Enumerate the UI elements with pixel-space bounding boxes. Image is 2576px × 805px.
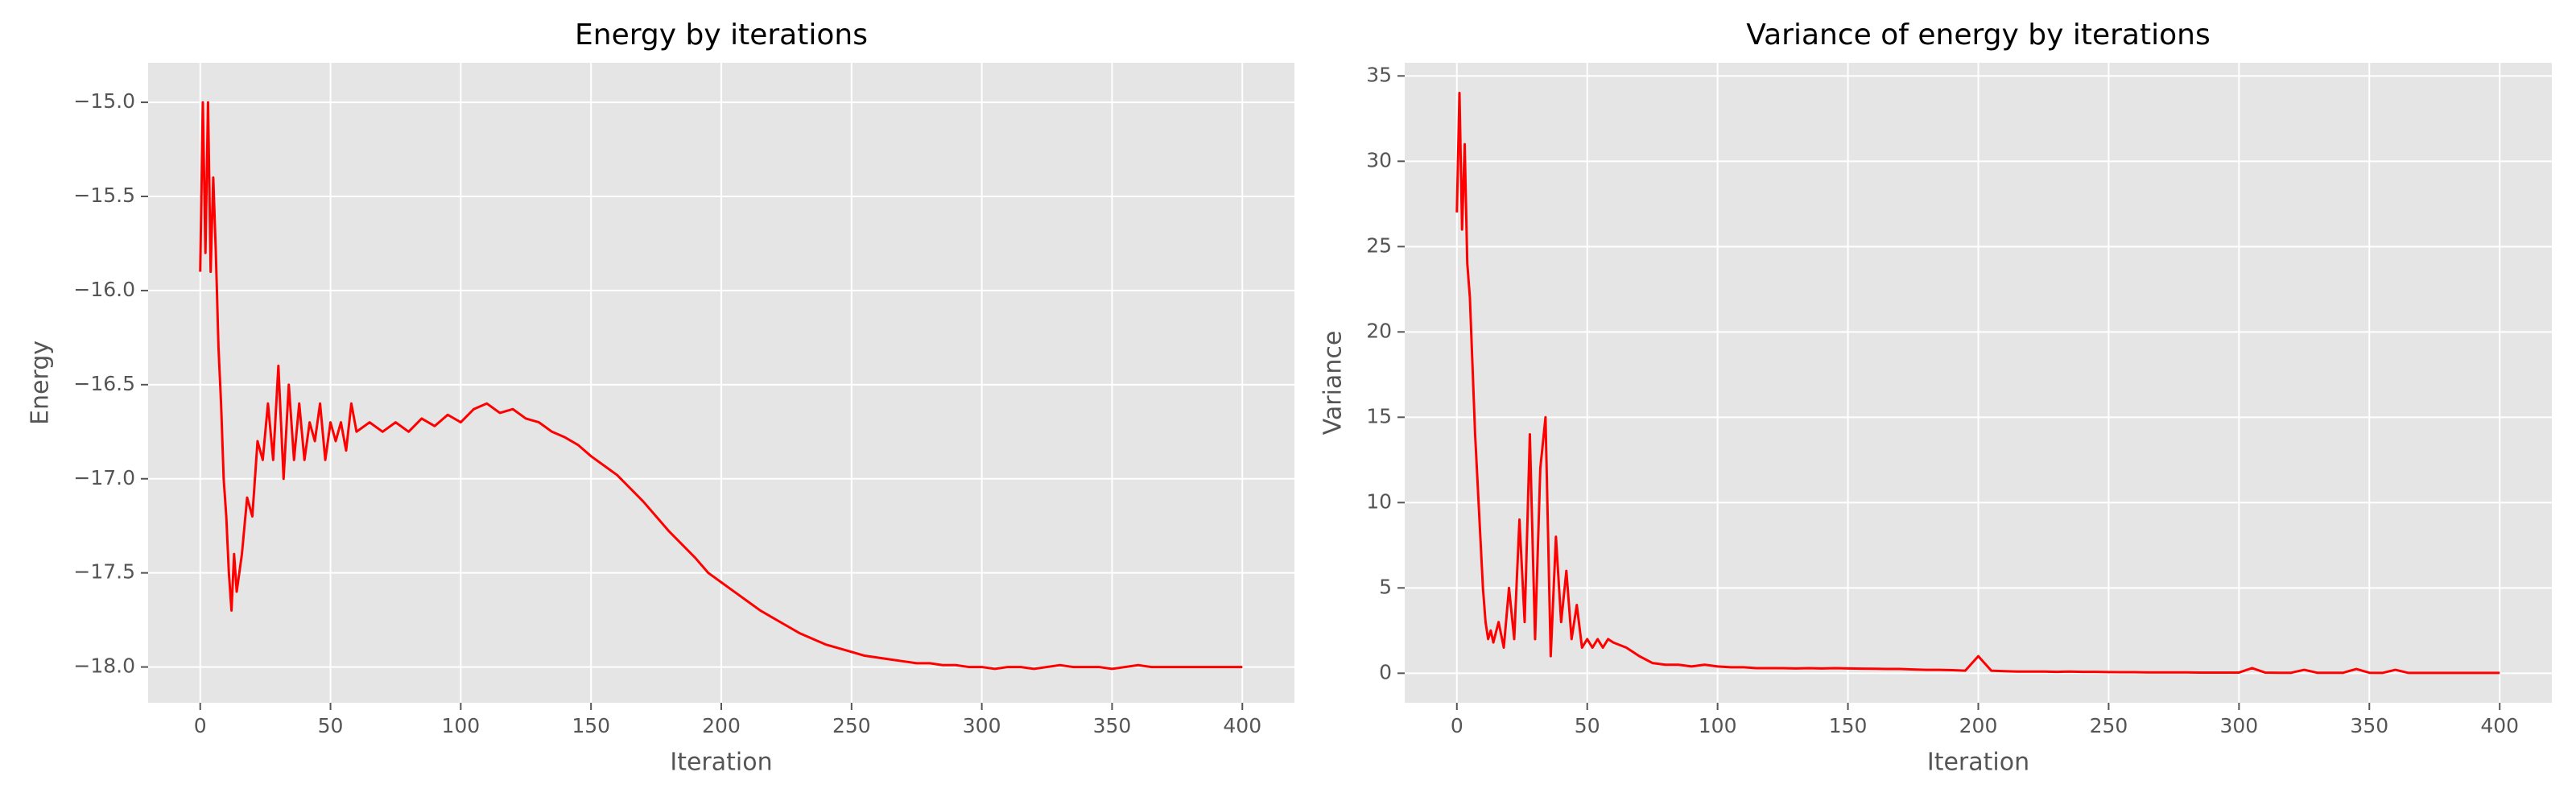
chart-title: Energy by iterations <box>575 19 868 52</box>
data-line <box>199 101 1243 671</box>
data-line <box>1455 92 2500 675</box>
x-tick-label: 0 <box>194 714 207 737</box>
x-tick-label: 250 <box>2090 714 2128 737</box>
y-axis-label: Energy <box>27 341 55 425</box>
x-tick-label: 200 <box>1959 714 1998 737</box>
y-tick-label: −16.5 <box>73 372 135 395</box>
y-tick-label: −17.0 <box>73 466 135 489</box>
y-tick-label: −18.0 <box>73 654 135 678</box>
x-tick-label: 350 <box>2350 714 2388 737</box>
x-tick-label: 50 <box>318 714 344 737</box>
x-axis-label: Iteration <box>670 749 772 777</box>
x-tick-label: 400 <box>2480 714 2519 737</box>
y-tick-label: −17.5 <box>73 560 135 584</box>
x-tick-label: 250 <box>832 714 871 737</box>
chart-title: Variance of energy by iterations <box>1746 19 2210 52</box>
y-tick-label: 5 <box>1379 575 1392 598</box>
x-tick-label: 50 <box>1575 714 1600 737</box>
y-tick-label: 20 <box>1366 319 1392 342</box>
y-tick-label: −16.0 <box>73 278 135 301</box>
x-tick-label: 200 <box>702 714 741 737</box>
y-tick-label: 15 <box>1366 404 1392 427</box>
y-tick-label: 35 <box>1366 63 1392 86</box>
x-tick-label: 350 <box>1093 714 1132 737</box>
x-tick-label: 300 <box>2220 714 2259 737</box>
y-tick-label: 0 <box>1379 660 1392 683</box>
y-tick-label: 10 <box>1366 489 1392 513</box>
y-axis-label: Variance <box>1319 331 1348 436</box>
x-tick-label: 400 <box>1223 714 1261 737</box>
y-tick-label: −15.0 <box>73 89 135 113</box>
x-tick-label: 150 <box>1829 714 1868 737</box>
x-tick-label: 100 <box>1699 714 1737 737</box>
y-tick-label: 30 <box>1366 148 1392 171</box>
x-tick-label: 100 <box>442 714 481 737</box>
x-axis-label: Iteration <box>1927 749 2029 777</box>
y-tick-label: 25 <box>1366 233 1392 257</box>
y-tick-label: −15.5 <box>73 184 135 207</box>
x-tick-label: 0 <box>1451 714 1463 737</box>
x-tick-label: 150 <box>572 714 610 737</box>
x-tick-label: 300 <box>963 714 1001 737</box>
